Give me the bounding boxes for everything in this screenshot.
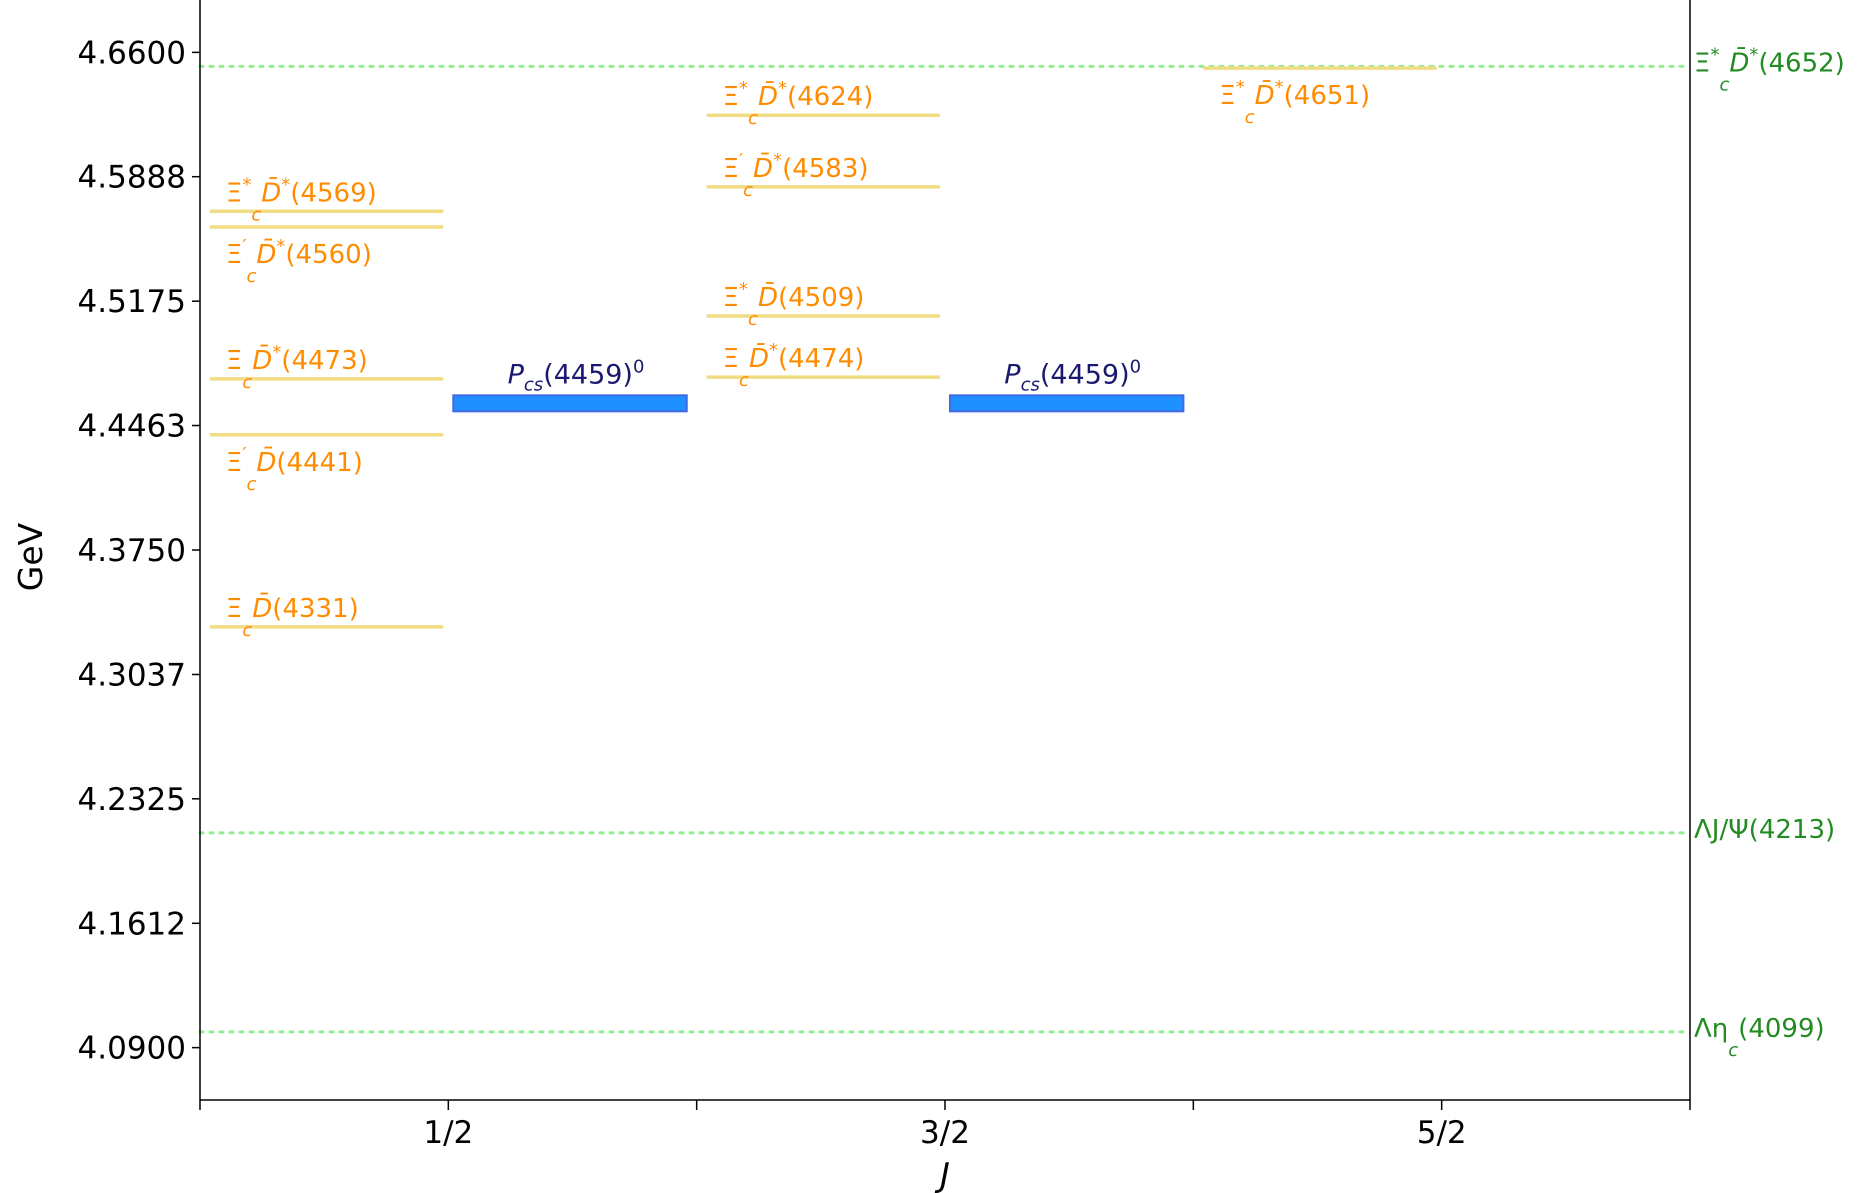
states-layer: Pcs(4459)0 Pcs(4459)0	[452, 356, 1185, 413]
x-tick-label: 1/2	[423, 1115, 473, 1151]
level-label: ΞcD̄(4331)	[226, 592, 359, 641]
level-label: Ξ*cD̄(4509)	[723, 279, 865, 330]
y-axis-label: GeV	[11, 522, 50, 591]
level-label: Ξ*cD̄*(4651)	[1219, 77, 1370, 128]
level-label: Ξ′cD̄*(4560)	[226, 236, 372, 287]
level-label: Ξ*cD̄*(4569)	[226, 174, 377, 225]
y-tick-label: 4.3037	[78, 657, 186, 693]
y-tick-label: 4.4463	[78, 409, 186, 445]
y-tick-label: 4.5888	[78, 160, 186, 196]
y-tick-label: 4.6600	[78, 35, 186, 71]
x-tick-label: 5/2	[1417, 1115, 1467, 1151]
level-label: Ξ′cD̄(4441)	[226, 444, 363, 495]
threshold-label: ΛJ/Ψ(4213)	[1694, 815, 1835, 845]
x-ticks: 1/2 3/2 5/2	[199, 1100, 1691, 1151]
plot-area	[200, 0, 1690, 1100]
x-tick-label: 3/2	[920, 1115, 970, 1151]
state-bar	[948, 394, 1185, 413]
y-tick-label: 4.1612	[78, 906, 186, 942]
y-tick-label: 4.5175	[78, 284, 186, 320]
thresholds-layer: Ξ*cD̄*(4652) ΛJ/Ψ(4213) Ληc(4099)	[198, 44, 1845, 1061]
level-label: Ξ′cD̄*(4583)	[723, 150, 869, 201]
level-label: ΞcD̄*(4474)	[723, 340, 865, 391]
state-bar	[452, 394, 688, 413]
y-tick-label: 4.3750	[78, 533, 186, 569]
levels-layer: Ξ*cD̄*(4569) Ξ′cD̄*(4560) ΞcD̄*(4473) Ξ′cD̄…	[209, 66, 1437, 641]
level-label: ΞcD̄*(4473)	[226, 342, 368, 393]
state-label: Pcs(4459)0	[508, 356, 645, 395]
level-label: Ξ*cD̄*(4624)	[723, 78, 874, 129]
threshold-label: Ξ*cD̄*(4652)	[1694, 44, 1845, 95]
y-ticks: 4.0900 4.1612 4.2325 4.3037 4.3750 4.4463 4.51…	[78, 35, 200, 1067]
y-tick-label: 4.2325	[78, 782, 186, 818]
x-axis-label: J	[934, 1155, 950, 1193]
state-label: Pcs(4459)0	[1004, 356, 1141, 395]
y-tick-label: 4.0900	[78, 1031, 186, 1067]
threshold-label: Ληc(4099)	[1694, 1014, 1825, 1061]
